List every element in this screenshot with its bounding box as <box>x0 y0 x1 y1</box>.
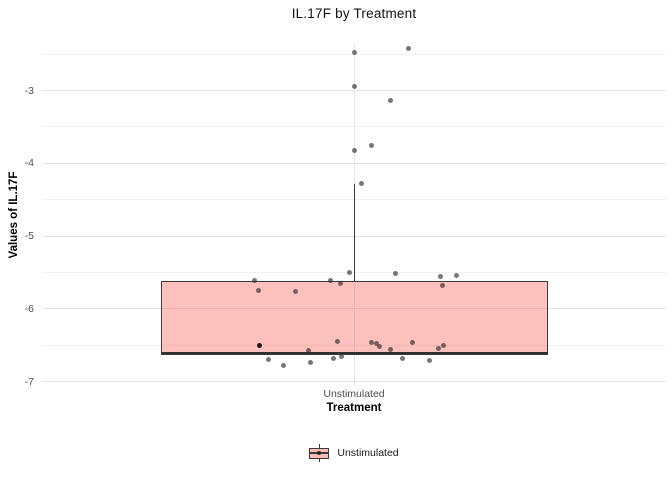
x-tick-label: Unstimulated <box>323 388 385 400</box>
data-point <box>405 45 411 51</box>
data-point <box>427 358 432 364</box>
chart-title: IL.17F by Treatment <box>291 6 417 21</box>
x-axis-title: Treatment <box>326 402 382 414</box>
data-point <box>368 143 374 149</box>
data-point <box>359 181 365 187</box>
data-point <box>351 148 357 154</box>
data-point <box>387 347 393 353</box>
data-point <box>393 271 398 277</box>
legend-label: Unstimulated <box>337 447 399 459</box>
y-tick-label: -7 <box>24 375 34 388</box>
legend-boxplot-key-icon <box>309 444 330 462</box>
data-point <box>337 280 343 286</box>
legend: Unstimulated <box>42 444 666 462</box>
y-tick-label: -6 <box>24 302 34 315</box>
data-point <box>339 354 344 360</box>
data-point <box>453 272 459 278</box>
data-point <box>331 355 336 361</box>
data-point <box>327 277 333 283</box>
boxplot-median-line <box>161 352 548 355</box>
data-point <box>376 344 382 350</box>
data-point <box>335 339 340 345</box>
y-tick-label: -3 <box>24 84 34 97</box>
y-tick-label: -5 <box>24 230 34 243</box>
data-point <box>351 84 357 90</box>
data-point <box>410 339 416 345</box>
data-point <box>346 269 352 275</box>
data-point <box>388 97 394 103</box>
data-point <box>308 360 313 366</box>
data-point <box>256 288 262 294</box>
data-point <box>281 363 287 369</box>
y-tick-label: -4 <box>24 157 34 170</box>
data-point <box>369 339 375 345</box>
data-point <box>351 50 357 56</box>
data-point <box>251 277 257 283</box>
data-point <box>266 357 272 363</box>
boxplot-box <box>161 281 548 355</box>
legend-key-point <box>317 451 322 455</box>
boxplot-upper-whisker <box>353 184 356 282</box>
data-point <box>256 342 262 348</box>
data-point <box>441 343 447 349</box>
data-point <box>306 347 312 353</box>
data-point <box>373 340 379 346</box>
data-point <box>437 274 443 280</box>
data-point <box>440 283 446 289</box>
data-point <box>435 346 441 352</box>
data-point <box>293 288 299 294</box>
data-point <box>400 355 405 361</box>
